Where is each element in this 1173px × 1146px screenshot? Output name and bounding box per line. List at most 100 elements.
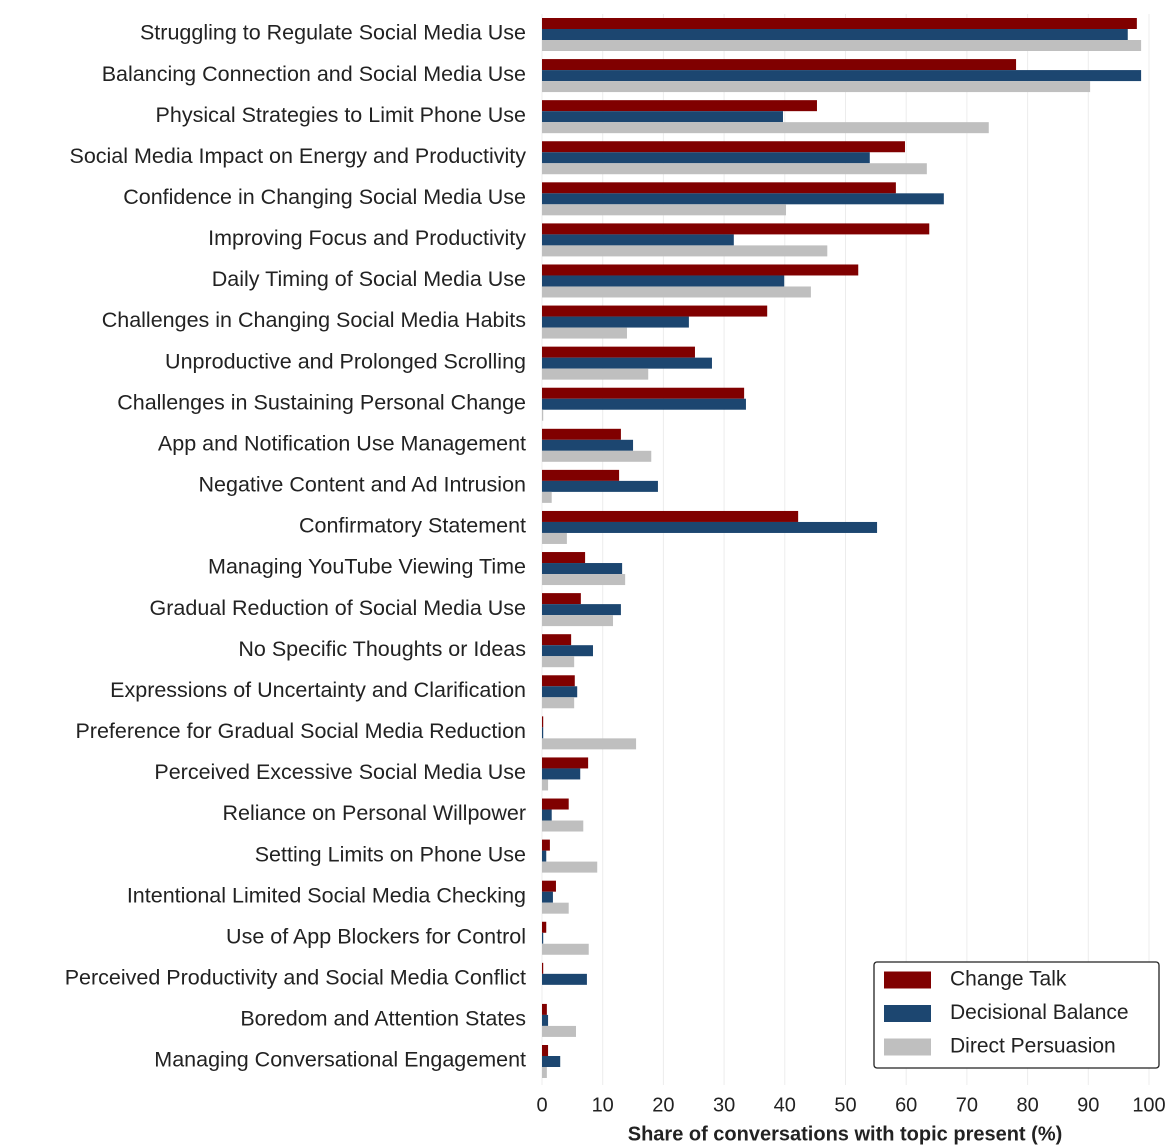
bar	[542, 902, 569, 914]
bar	[542, 645, 593, 657]
bar	[542, 450, 652, 462]
bar	[542, 122, 989, 134]
legend-label: Direct Persuasion	[950, 1035, 1116, 1058]
bar	[542, 491, 552, 503]
bar	[542, 973, 587, 985]
bar	[542, 962, 544, 974]
y-tick-label: Confidence in Changing Social Media Use	[123, 185, 526, 209]
x-tick-label: 50	[834, 1094, 856, 1116]
bar	[542, 809, 552, 821]
y-tick-label: Balancing Connection and Social Media Us…	[102, 62, 526, 86]
bar	[542, 357, 712, 369]
x-tick-label: 20	[652, 1094, 674, 1116]
y-tick-label: Physical Strategies to Limit Phone Use	[156, 103, 526, 127]
bar	[542, 891, 553, 903]
bar	[542, 439, 634, 451]
bar	[542, 757, 589, 769]
legend-label: Change Talk	[950, 968, 1067, 991]
bar	[542, 932, 544, 944]
y-tick-label: Struggling to Regulate Social Media Use	[140, 21, 526, 45]
legend-swatch	[884, 971, 931, 989]
y-tick-label: Preference for Gradual Social Media Redu…	[75, 719, 526, 743]
bar	[542, 409, 544, 421]
x-tick-label: 30	[713, 1094, 735, 1116]
bar	[542, 182, 896, 194]
bar	[542, 593, 581, 605]
bar	[542, 141, 905, 153]
y-tick-label: Perceived Productivity and Social Media …	[65, 966, 526, 990]
bar	[542, 727, 544, 739]
y-tick-label: Daily Timing of Social Media Use	[212, 267, 526, 291]
bar	[542, 521, 878, 533]
bar	[542, 398, 746, 410]
bar	[542, 1067, 547, 1078]
bar	[542, 1025, 576, 1037]
bar	[542, 510, 799, 522]
bar	[542, 70, 1142, 82]
bar	[542, 193, 944, 205]
bar	[542, 563, 623, 575]
x-tick-label: 100	[1132, 1094, 1165, 1116]
bar	[542, 204, 787, 216]
bar	[542, 152, 870, 164]
bar	[542, 18, 1137, 29]
y-tick-label: Challenges in Changing Social Media Habi…	[102, 308, 526, 332]
x-axis-label: Share of conversations with topic presen…	[628, 1123, 1063, 1145]
x-tick-label: 90	[1077, 1094, 1099, 1116]
bar	[542, 223, 930, 235]
bar	[542, 604, 621, 616]
bar	[542, 1014, 549, 1026]
bar	[542, 1056, 561, 1067]
y-tick-label: Managing YouTube Viewing Time	[208, 555, 526, 579]
bar	[542, 552, 586, 564]
bar	[542, 880, 556, 892]
y-tick-label: Negative Content and Ad Intrusion	[199, 473, 527, 497]
bar	[542, 634, 572, 646]
bar	[542, 850, 547, 862]
bar	[542, 686, 578, 698]
bar	[542, 469, 620, 481]
bar	[542, 245, 828, 257]
legend-label: Decisional Balance	[950, 1001, 1129, 1024]
bar	[542, 81, 1091, 93]
y-tick-label: Managing Conversational Engagement	[154, 1048, 526, 1072]
bar	[542, 921, 547, 933]
bar	[542, 59, 1017, 71]
y-tick-label: Challenges in Sustaining Personal Change	[117, 390, 526, 414]
bar	[542, 675, 575, 687]
bar	[542, 286, 811, 298]
bar	[542, 40, 1142, 51]
bar	[542, 615, 614, 627]
x-tick-label: 10	[592, 1094, 614, 1116]
bar	[542, 532, 567, 544]
bar	[542, 275, 785, 287]
grid	[541, 14, 1150, 1085]
bar	[542, 264, 859, 276]
x-tick-label: 40	[774, 1094, 796, 1116]
bar	[542, 1003, 547, 1015]
x-tick-label: 80	[1016, 1094, 1038, 1116]
y-tick-label: Expressions of Uncertainty and Clarifica…	[110, 678, 526, 702]
y-tick-label: No Specific Thoughts or Ideas	[238, 637, 526, 661]
legend-swatch	[884, 1038, 931, 1056]
y-tick-label: Boredom and Attention States	[240, 1007, 526, 1031]
x-tick-label: 70	[956, 1094, 978, 1116]
bar	[542, 234, 734, 246]
bar	[542, 861, 598, 873]
bar	[542, 839, 550, 851]
bar	[542, 111, 783, 123]
y-tick-label: Unproductive and Prolonged Scrolling	[165, 349, 526, 373]
bar	[542, 29, 1128, 40]
bar	[542, 779, 549, 791]
bar	[542, 368, 649, 380]
bar	[542, 1045, 549, 1056]
y-tick-label: Reliance on Personal Willpower	[222, 801, 526, 825]
y-tick-label: Social Media Impact on Energy and Produc…	[69, 144, 526, 168]
y-tick-label: Gradual Reduction of Social Media Use	[150, 596, 526, 620]
bar	[542, 387, 745, 399]
bar	[542, 163, 927, 175]
bar	[542, 768, 581, 780]
bar	[542, 305, 768, 317]
y-tick-label: Confirmatory Statement	[299, 514, 526, 538]
